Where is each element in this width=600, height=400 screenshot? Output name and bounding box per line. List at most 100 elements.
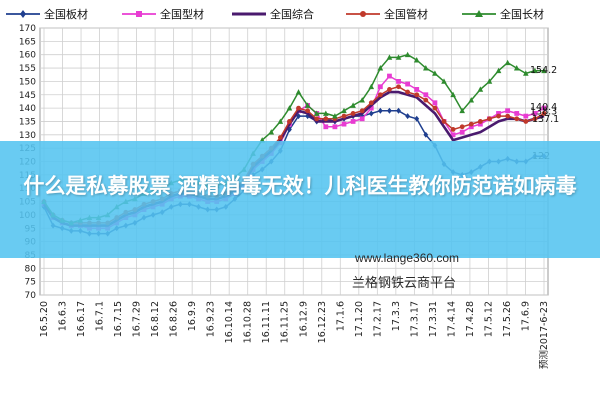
data-point — [450, 91, 456, 98]
x-tick-label: 预测2017-6-23 — [539, 301, 550, 369]
legend-label: 全国长材 — [500, 7, 544, 21]
data-point — [459, 124, 465, 130]
x-tick-label: 16.12.9 — [298, 301, 309, 337]
y-tick-label: 135 — [19, 117, 36, 127]
data-point — [359, 113, 365, 120]
x-tick-label: 16.10.28 — [243, 301, 254, 343]
data-point — [341, 113, 347, 119]
end-value-label: 140.4 — [530, 102, 557, 113]
data-point — [523, 113, 529, 119]
x-tick-label: 17.3.17 — [409, 301, 420, 337]
data-point — [304, 102, 311, 108]
data-point — [486, 78, 493, 84]
y-tick-label: 75 — [25, 278, 36, 288]
x-tick-label: 17.6.9 — [520, 301, 531, 331]
data-point — [496, 113, 501, 119]
data-point — [450, 127, 456, 132]
data-point — [268, 129, 275, 135]
data-point — [323, 110, 329, 116]
data-point — [277, 135, 283, 140]
data-point — [441, 119, 447, 124]
data-point — [314, 116, 320, 122]
data-point — [405, 81, 411, 87]
data-point — [523, 119, 529, 124]
data-point — [377, 107, 383, 114]
x-tick-label: 16.7.29 — [132, 301, 143, 337]
data-point — [468, 121, 474, 127]
data-point — [377, 65, 384, 71]
x-tick-label: 16.11.11 — [261, 301, 272, 343]
data-point — [504, 59, 511, 66]
x-tick-label: 17.3.31 — [428, 301, 439, 337]
data-point — [296, 105, 301, 111]
data-point — [368, 105, 374, 111]
legend-marker — [20, 10, 26, 18]
y-tick-label: 170 — [19, 24, 36, 34]
y-tick-label: 80 — [25, 264, 37, 274]
data-point — [305, 108, 311, 114]
data-point — [423, 97, 429, 103]
data-point — [450, 132, 456, 138]
data-point — [350, 111, 356, 116]
legend-item: 全国综合 — [232, 7, 314, 21]
data-point — [432, 70, 438, 76]
x-tick-label: 17.4.28 — [465, 301, 476, 337]
y-tick-label: 130 — [19, 131, 36, 141]
x-tick-label: 16.11.25 — [280, 301, 291, 343]
legend-item: 全国型材 — [122, 7, 204, 21]
data-point — [487, 116, 492, 122]
x-tick-label: 17.1.6 — [335, 301, 346, 331]
x-tick-label: 17.5.12 — [483, 301, 494, 337]
data-point — [477, 86, 484, 92]
legend-label: 全国管材 — [384, 7, 428, 21]
x-tick-label: 16.6.3 — [58, 301, 69, 331]
data-point — [387, 87, 392, 92]
data-point — [323, 116, 329, 122]
data-point — [513, 65, 520, 71]
data-point — [413, 57, 420, 63]
data-point — [405, 113, 411, 120]
data-point — [505, 113, 511, 119]
data-point — [414, 115, 420, 122]
data-point — [541, 67, 547, 74]
data-point — [414, 92, 420, 98]
data-point — [396, 84, 401, 90]
data-point — [414, 87, 420, 92]
data-point — [405, 89, 411, 95]
data-point — [532, 67, 538, 74]
data-point — [395, 54, 402, 60]
data-point — [477, 119, 483, 124]
data-point — [495, 67, 502, 74]
data-point — [323, 124, 329, 130]
banner-title[interactable]: 什么是私募股票 酒精消毒无效！儿科医生教你防范诺如病毒 — [23, 174, 577, 198]
data-point — [313, 110, 320, 116]
data-point — [423, 131, 429, 138]
data-point — [386, 54, 393, 60]
legend-item: 全国板材 — [6, 7, 88, 21]
watermark-url: www.lange360.com — [355, 251, 460, 265]
x-tick-label: 16.7.1 — [95, 301, 106, 331]
data-point — [432, 105, 438, 111]
watermark-name: 兰格钢铁云商平台 — [352, 276, 457, 291]
x-tick-label: 16.6.17 — [76, 301, 87, 337]
legend-label: 全国综合 — [270, 7, 314, 21]
x-tick-label: 16.9.9 — [187, 301, 198, 331]
data-point — [332, 124, 338, 130]
legend-label: 全国板材 — [44, 7, 88, 21]
data-point — [404, 51, 411, 58]
data-point — [341, 107, 347, 114]
legend-label: 全国型材 — [160, 7, 204, 21]
data-point — [287, 126, 292, 133]
data-point — [541, 105, 547, 111]
data-point — [368, 100, 374, 106]
data-point — [468, 97, 475, 103]
x-tick-label: 17.4.14 — [446, 301, 457, 337]
data-point — [359, 108, 365, 114]
x-tick-label: 16.8.26 — [169, 301, 180, 337]
data-point — [496, 111, 501, 116]
y-tick-label: 140 — [19, 104, 36, 114]
data-point — [359, 116, 365, 122]
legend-item: 全国长材 — [462, 7, 544, 21]
x-tick-label: 17.3.3 — [391, 301, 402, 331]
x-tick-label: 16.9.23 — [206, 301, 217, 337]
